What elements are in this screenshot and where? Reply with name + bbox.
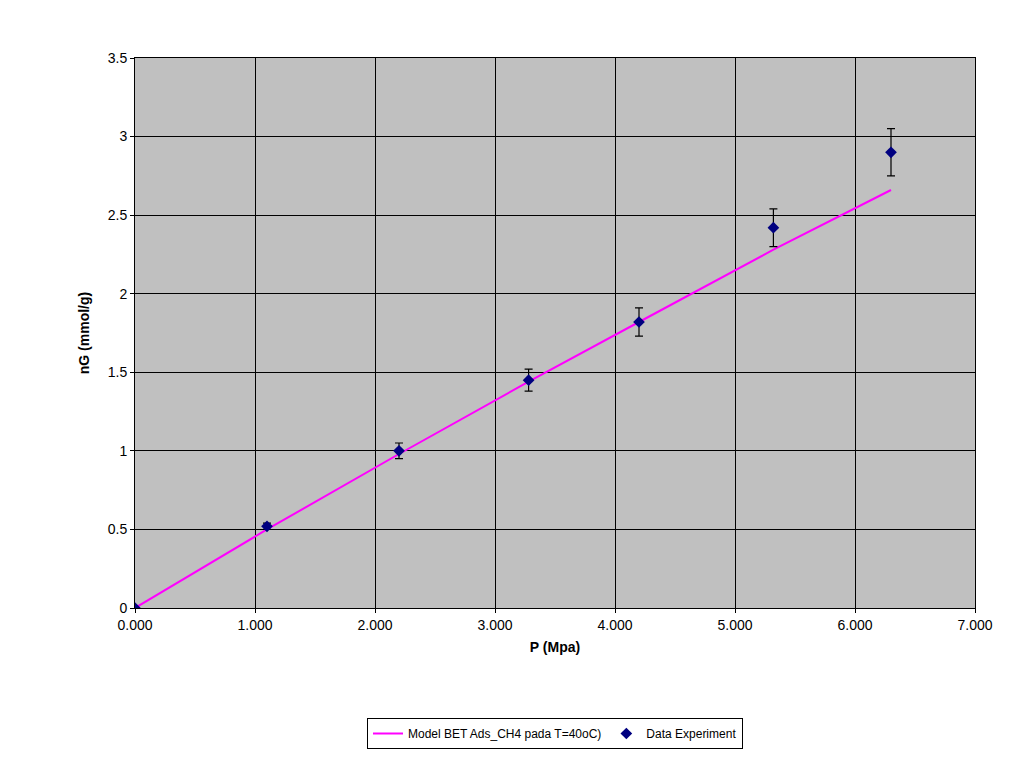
svg-text:3.5: 3.5 <box>108 50 128 66</box>
svg-text:Data Experiment: Data Experiment <box>646 727 736 741</box>
svg-text:1: 1 <box>119 443 127 459</box>
svg-text:Model BET Ads_CH4 pada T=40oC): Model BET Ads_CH4 pada T=40oC) <box>408 727 601 741</box>
svg-text:4.000: 4.000 <box>597 617 632 633</box>
svg-text:3.000: 3.000 <box>477 617 512 633</box>
svg-text:6.000: 6.000 <box>837 617 872 633</box>
svg-text:7.000: 7.000 <box>957 617 992 633</box>
svg-text:2.5: 2.5 <box>108 207 128 223</box>
svg-text:2: 2 <box>119 286 127 302</box>
svg-text:P (Mpa): P (Mpa) <box>530 639 580 655</box>
svg-text:2.000: 2.000 <box>357 617 392 633</box>
svg-text:5.000: 5.000 <box>717 617 752 633</box>
svg-text:1.5: 1.5 <box>108 364 128 380</box>
svg-text:0.000: 0.000 <box>117 617 152 633</box>
svg-text:0.5: 0.5 <box>108 521 128 537</box>
svg-text:nG (mmol/g): nG (mmol/g) <box>76 292 92 374</box>
svg-text:0: 0 <box>119 600 127 616</box>
svg-text:1.000: 1.000 <box>237 617 272 633</box>
svg-text:3: 3 <box>119 128 127 144</box>
